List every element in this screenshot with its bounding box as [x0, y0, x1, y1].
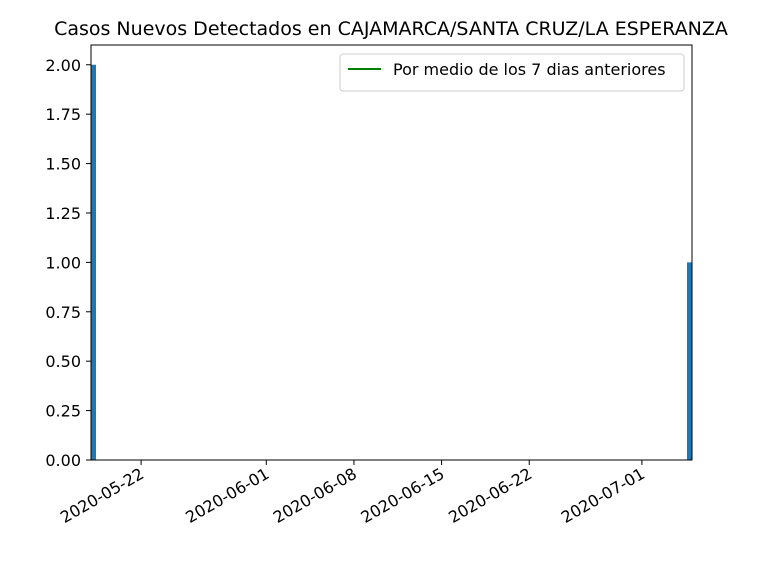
y-tick-label: 2.00	[45, 56, 81, 75]
bar	[686, 262, 692, 460]
legend-label: Por medio de los 7 dias anteriores	[393, 60, 666, 79]
chart-title: Casos Nuevos Detectados en CAJAMARCA/SAN…	[54, 18, 728, 40]
plot-frame	[90, 44, 693, 461]
y-tick-label: 0.25	[45, 402, 81, 421]
legend-box	[339, 53, 685, 92]
y-tick-label: 0.50	[45, 352, 81, 371]
bar	[91, 64, 97, 460]
y-tick-label: 1.50	[45, 155, 81, 174]
y-tick-label: 0.75	[45, 303, 81, 322]
y-tick-label: 1.25	[45, 204, 81, 223]
legend: Por medio de los 7 dias anteriores	[339, 53, 685, 92]
y-tick-label: 1.00	[45, 253, 81, 272]
y-tick-label: 1.75	[45, 105, 81, 124]
y-axis: 0.00 0.25 0.50 0.75 1.00 1.25 1.50 1.75 2.00	[45, 56, 91, 470]
bars-layer	[91, 64, 692, 460]
y-tick-label: 0.00	[45, 451, 81, 470]
